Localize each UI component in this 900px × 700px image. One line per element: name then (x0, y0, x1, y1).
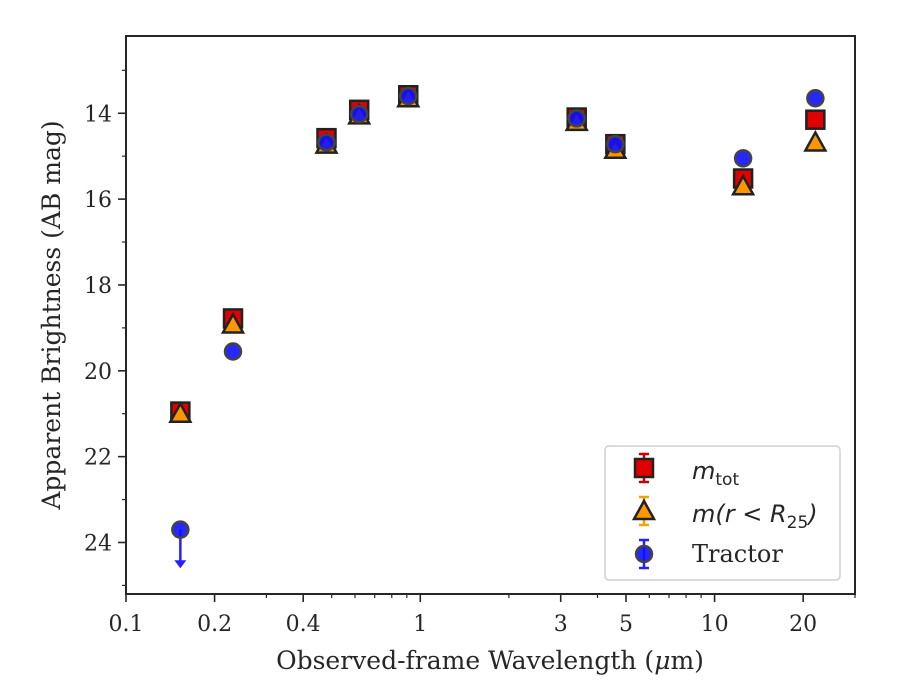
triangle-marker (631, 498, 657, 521)
triangle-marker (168, 401, 193, 423)
circle-marker (317, 133, 336, 152)
y-tick-label: 22 (84, 446, 112, 471)
upper-limit-arrow-head (174, 560, 187, 569)
circle-marker (733, 149, 753, 168)
circle-marker (171, 520, 190, 539)
x-axis-ticks: 0.1 0.2 0.4 1 3 5 10 20 (109, 594, 856, 637)
legend-markers (631, 452, 657, 570)
y-axis-label: Apparent Brightness (AB mag) (37, 120, 66, 510)
triangle-marker (803, 129, 828, 152)
square-marker (805, 109, 826, 130)
circle-marker (806, 88, 825, 108)
x-tick-label: 3 (554, 612, 568, 637)
x-tick-label: 20 (789, 612, 817, 637)
square-marker (633, 457, 655, 479)
circle-marker (223, 342, 243, 361)
data-points (168, 84, 828, 569)
y-tick-label: 16 (84, 188, 112, 213)
circle-marker (349, 104, 369, 124)
x-tick-label: 5 (619, 612, 633, 637)
x-tick-label: 0.2 (197, 612, 232, 637)
x-axis-label: Observed-frame Wavelength (μm) (276, 646, 704, 675)
x-tick-label: 1 (413, 612, 427, 637)
legend-label-tractor: Tractor (692, 540, 783, 568)
x-tick-label: 0.4 (286, 612, 321, 637)
legend-label-mr25: m(r < R25) (692, 500, 818, 533)
y-tick-label: 18 (84, 274, 112, 299)
x-tick-label: 0.1 (109, 612, 144, 637)
legend: mtot m(r < R25) Tractor (604, 445, 841, 581)
circle-marker (634, 544, 654, 564)
y-tick-label: 24 (84, 531, 112, 556)
triangle-marker (220, 311, 246, 334)
x-tick-label: 10 (701, 612, 729, 637)
legend-box (604, 445, 841, 581)
y-tick-label: 14 (84, 102, 112, 127)
triangle-marker (730, 173, 756, 196)
circle-marker (567, 109, 586, 128)
series-circle (171, 86, 825, 569)
y-tick-label: 20 (84, 360, 112, 385)
y-axis-ticks: 14 16 18 20 22 24 (84, 69, 126, 587)
circle-marker (606, 134, 625, 154)
legend-label-mtot: mtot (692, 457, 739, 490)
circle-marker (398, 86, 418, 106)
